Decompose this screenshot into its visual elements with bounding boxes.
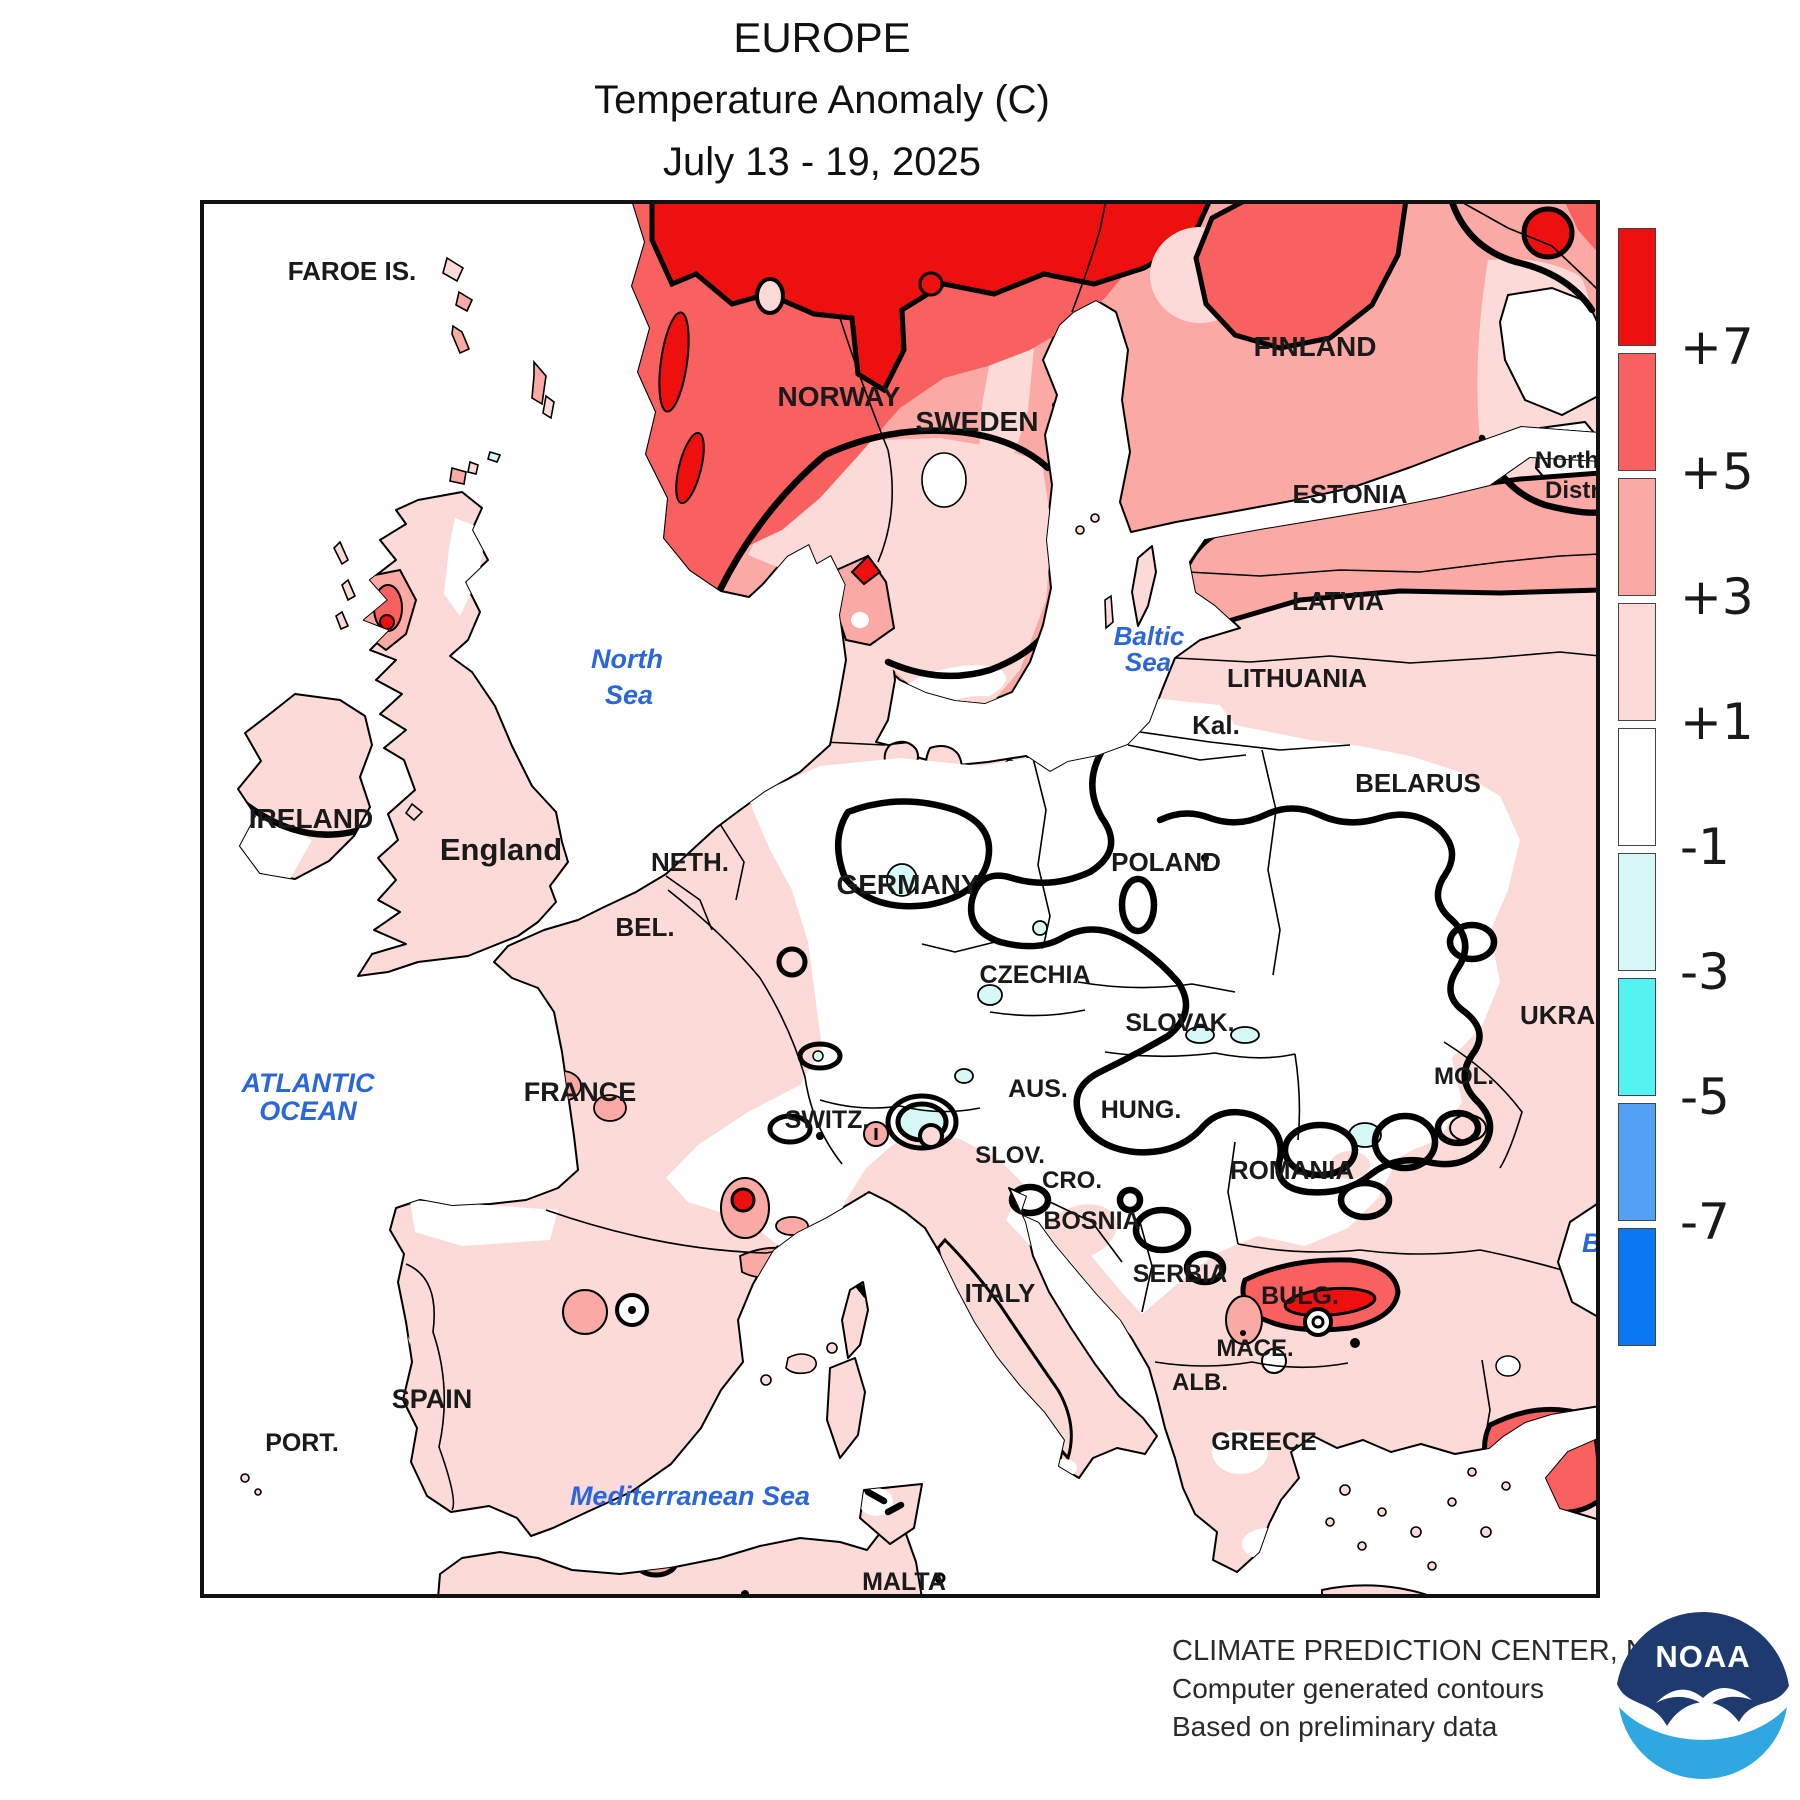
label-sweden: SWEDEN	[916, 406, 1039, 437]
region-norway-plus7	[649, 200, 1214, 394]
label-switzerland: SWITZ.	[785, 1106, 870, 1134]
label-slovenia: SLOV.	[975, 1142, 1045, 1169]
label-albania: ALB.	[1172, 1369, 1228, 1396]
legend-tick-minus7: -7	[1680, 1193, 1730, 1251]
legend-swatch-minus3-minus1	[1618, 853, 1656, 971]
legend-tick-plus5: +5	[1680, 443, 1754, 501]
legend-tick-minus3: -3	[1680, 943, 1730, 1001]
noaa-logo-gull-icon	[1656, 1687, 1752, 1707]
label-portugal: PORT.	[265, 1429, 339, 1457]
label-macedonia: MACE.	[1216, 1335, 1293, 1362]
legend-swatch-plus3-plus5	[1618, 478, 1656, 596]
label-baltic-sea-1: Baltic	[1114, 621, 1185, 651]
label-romania: ROMANIA	[1230, 1155, 1354, 1185]
label-bulgaria: BULG.	[1261, 1282, 1339, 1310]
label-france: FRANCE	[524, 1077, 637, 1107]
legend-tick-minus1: -1	[1680, 818, 1730, 876]
label-belarus: BELARUS	[1355, 768, 1481, 798]
label-faroe: FAROE IS.	[288, 256, 417, 286]
label-spain: SPAIN	[392, 1384, 473, 1414]
label-nw-district-line1: Northw	[1535, 447, 1600, 474]
label-slovakia: SLOVAK.	[1125, 1009, 1234, 1037]
label-malta: MALTA	[862, 1568, 946, 1596]
attribution-line1: CLIMATE PREDICTION CENTER, NOAA	[1172, 1635, 1709, 1667]
label-lithuania: LITHUANIA	[1227, 663, 1367, 693]
label-kaliningrad: Kal.	[1192, 710, 1240, 740]
legend-swatch-plus5-plus7	[1618, 353, 1656, 471]
label-ireland: IRELAND	[249, 803, 373, 834]
label-belgium: BEL.	[615, 912, 674, 942]
attribution: CLIMATE PREDICTION CENTER, NOAA Computer…	[1172, 1632, 1708, 1746]
label-england: England	[440, 832, 562, 867]
noaa-logo: NOAA	[1616, 1611, 1790, 1786]
label-bosnia: BOSNIA	[1043, 1207, 1140, 1235]
label-norway: NORWAY	[778, 381, 901, 412]
noaa-logo-sea	[1619, 1707, 1787, 1779]
label-atlantic-1: ATLANTIC	[241, 1068, 375, 1098]
legend-tick-plus1: +1	[1680, 693, 1754, 751]
label-hungary: HUNG.	[1101, 1096, 1182, 1124]
legend-swatch-minus7-minus5	[1618, 1103, 1656, 1221]
legend-tick-minus5: -5	[1680, 1068, 1730, 1126]
country-borders	[405, 200, 1600, 1511]
label-czechia: CZECHIA	[979, 961, 1090, 989]
legend-tick-plus7: +7	[1680, 318, 1754, 376]
attribution-line3: Based on preliminary data	[1172, 1711, 1498, 1742]
map-title: EUROPE	[733, 14, 911, 61]
sea-labels: North Sea Baltic Sea ATLANTIC OCEAN Medi…	[241, 621, 1600, 1511]
label-latvia: LATVIA	[1292, 586, 1384, 616]
map-subtitle: Temperature Anomaly (C)	[594, 78, 1050, 122]
legend-tick-plus3: +3	[1680, 568, 1754, 626]
label-black-sea: B	[1582, 1228, 1600, 1258]
map-date-range: July 13 - 19, 2025	[663, 140, 981, 184]
small-islands	[240, 256, 1511, 1584]
legend-swatch-plus1-plus3	[1618, 603, 1656, 721]
legend-swatch-neutral	[1618, 728, 1656, 846]
map-svg: FAROE IS. IRELAND England NORWAY SWEDEN …	[200, 200, 1600, 1598]
europe-anomaly-map: FAROE IS. IRELAND England NORWAY SWEDEN …	[200, 200, 1600, 1598]
map-frame	[200, 200, 1600, 1598]
label-north-sea-2: Sea	[605, 680, 653, 710]
label-italy: ITALY	[965, 1278, 1036, 1308]
label-greece: GREECE	[1211, 1428, 1317, 1456]
label-estonia: ESTONIA	[1292, 479, 1407, 509]
label-netherlands: NETH.	[651, 847, 729, 877]
region-ne-russia-plus7-spot	[1521, 206, 1575, 260]
label-croatia: CRO.	[1042, 1167, 1102, 1194]
label-nw-district-line2: Distri	[1545, 477, 1600, 504]
label-ukraine: UKRAINE	[1520, 1000, 1600, 1030]
label-mediterranean: Mediterranean Sea	[570, 1481, 810, 1511]
lake-vanern	[921, 452, 967, 508]
label-moldova: MOL.	[1434, 1063, 1494, 1090]
label-finland: FINLAND	[1254, 331, 1377, 362]
label-austria: AUS.	[1008, 1075, 1068, 1103]
region-south-scandinavia-plus1	[748, 438, 1052, 705]
legend-swatch-above-plus7	[1618, 228, 1656, 346]
region-finland-plus5	[1193, 200, 1409, 351]
label-north-sea-1: North	[591, 644, 663, 674]
label-baltic-sea-2: Sea	[1125, 647, 1171, 677]
label-germany: GERMANY	[836, 869, 979, 900]
attribution-line2: Computer generated contours	[1172, 1673, 1544, 1704]
legend-swatch-minus5-minus3	[1618, 978, 1656, 1096]
legend-swatch-below-minus7	[1618, 1228, 1656, 1346]
label-atlantic-2: OCEAN	[259, 1096, 357, 1126]
noaa-logo-text: NOAA	[1655, 1639, 1750, 1674]
country-labels: FAROE IS. IRELAND England NORWAY SWEDEN …	[249, 256, 1600, 1596]
label-poland: POLAND	[1111, 847, 1221, 877]
label-serbia: SERBIA	[1133, 1260, 1227, 1288]
